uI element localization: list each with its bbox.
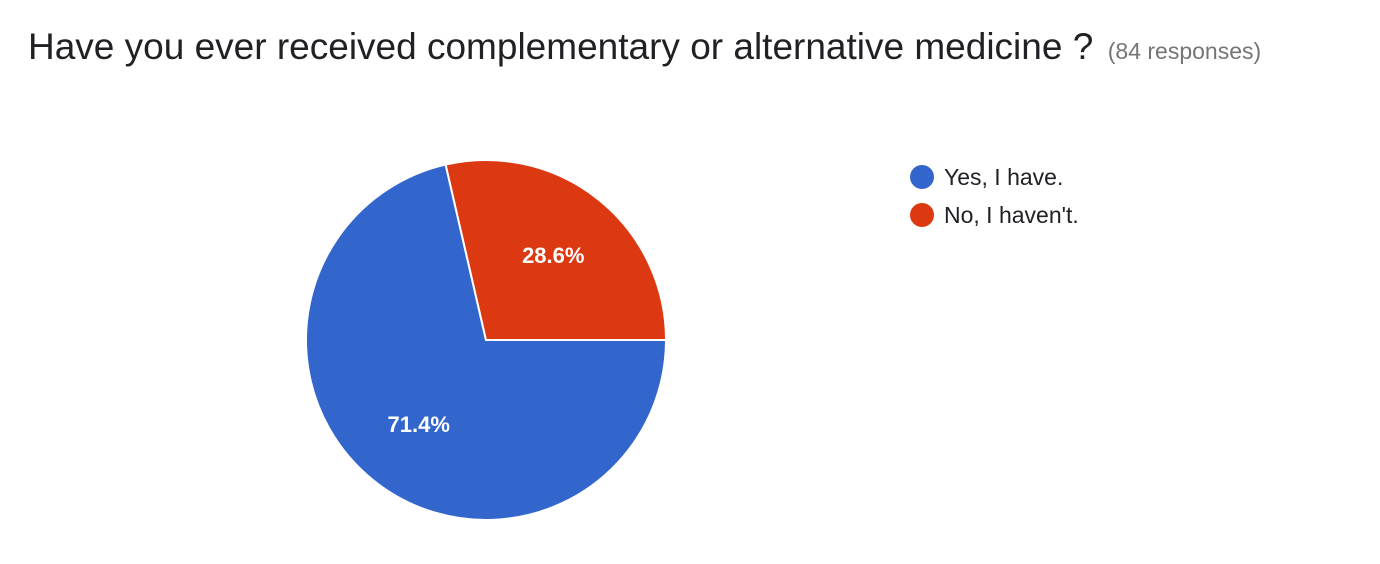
pie-slice-yes[interactable]	[305, 163, 668, 521]
legend-label-yes: Yes, I have.	[944, 163, 1064, 190]
legend-item-yes[interactable]: Yes, I have.	[910, 158, 1079, 196]
legend-label-no: No, I haven't.	[944, 201, 1079, 228]
legend: Yes, I have. No, I haven't.	[910, 158, 1079, 234]
legend-swatch-yes	[910, 165, 934, 189]
legend-item-no[interactable]: No, I haven't.	[910, 196, 1079, 234]
pie-label-yes: 71.4%	[388, 412, 450, 437]
chart-title: Have you ever received complementary or …	[28, 26, 1094, 67]
chart-header: Have you ever received complementary or …	[28, 26, 1261, 68]
response-count: (84 responses)	[1107, 38, 1262, 64]
legend-swatch-no	[910, 203, 934, 227]
pie-label-no: 28.6%	[522, 243, 584, 268]
pie-slice-no[interactable]	[444, 159, 668, 341]
